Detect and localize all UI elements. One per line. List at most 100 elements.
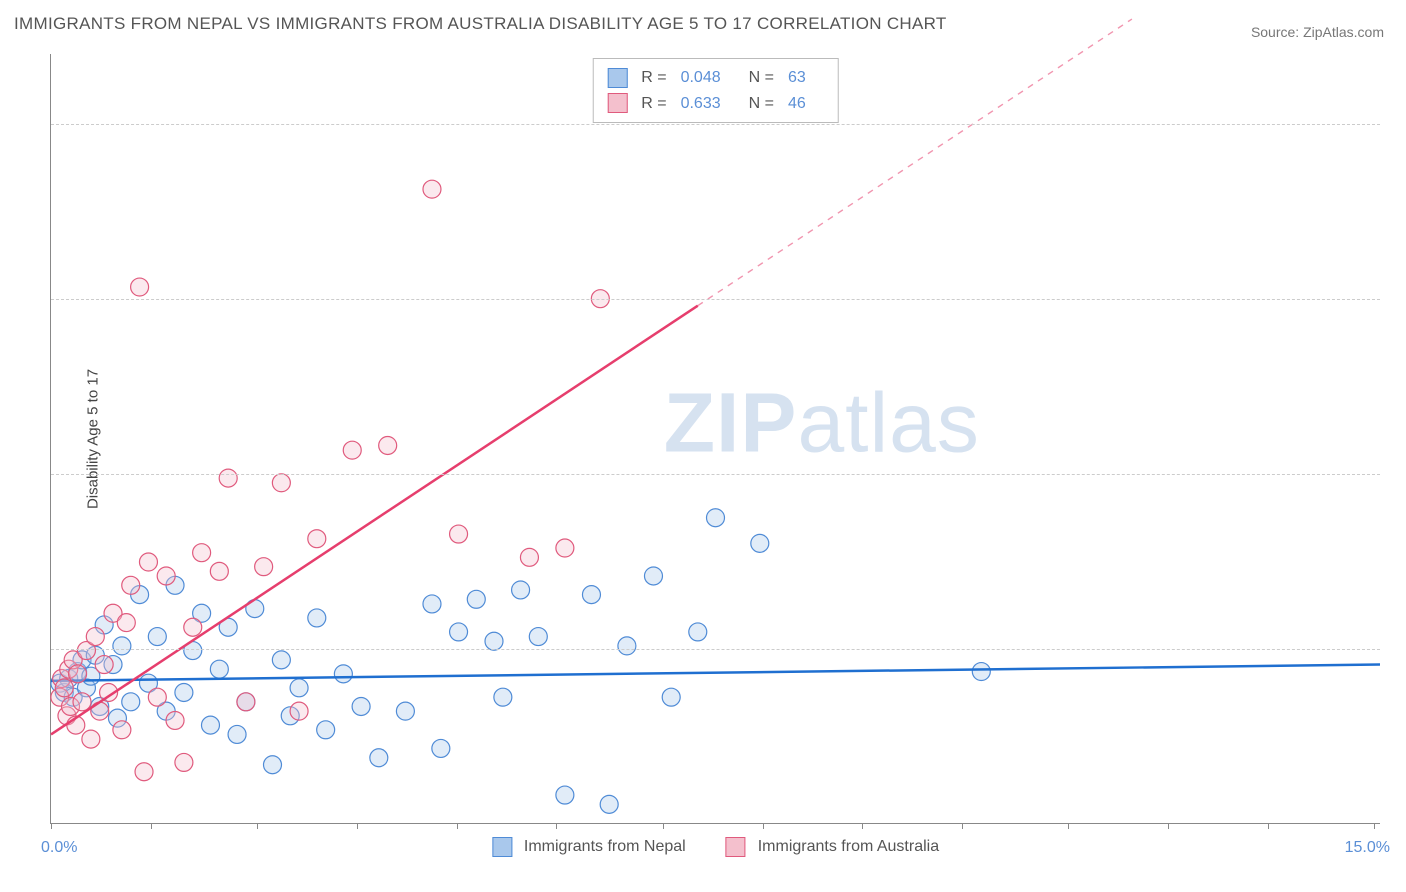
data-point-australia bbox=[131, 278, 149, 296]
legend-item-nepal: Immigrants from Nepal bbox=[492, 837, 686, 857]
data-point-nepal bbox=[113, 637, 131, 655]
x-tick bbox=[257, 823, 258, 829]
data-point-nepal bbox=[396, 702, 414, 720]
data-point-nepal bbox=[485, 632, 503, 650]
swatch-nepal-bottom bbox=[492, 837, 512, 857]
x-min-label: 0.0% bbox=[41, 839, 77, 857]
r-label: R = bbox=[641, 65, 666, 91]
data-point-australia bbox=[166, 711, 184, 729]
data-point-australia bbox=[308, 530, 326, 548]
n-value-nepal: 63 bbox=[788, 65, 806, 91]
data-point-nepal bbox=[707, 509, 725, 527]
data-point-australia bbox=[255, 558, 273, 576]
x-tick bbox=[556, 823, 557, 829]
r-value-australia: 0.633 bbox=[681, 91, 721, 117]
chart-svg bbox=[51, 54, 1380, 823]
data-point-nepal bbox=[600, 795, 618, 813]
trendline-nepal bbox=[51, 665, 1380, 681]
n-label: N = bbox=[749, 91, 774, 117]
data-point-australia bbox=[423, 180, 441, 198]
data-point-australia bbox=[86, 628, 104, 646]
gridline-h bbox=[51, 649, 1380, 650]
y-tick-label: 15.0% bbox=[1392, 465, 1406, 483]
data-point-nepal bbox=[148, 628, 166, 646]
data-point-nepal bbox=[423, 595, 441, 613]
data-point-australia bbox=[272, 474, 290, 492]
data-point-australia bbox=[450, 525, 468, 543]
x-tick bbox=[457, 823, 458, 829]
legend-label-australia: Immigrants from Australia bbox=[758, 838, 939, 856]
data-point-nepal bbox=[662, 688, 680, 706]
data-point-nepal bbox=[272, 651, 290, 669]
data-point-australia bbox=[135, 763, 153, 781]
chart-title: IMMIGRANTS FROM NEPAL VS IMMIGRANTS FROM… bbox=[14, 14, 947, 34]
x-tick bbox=[962, 823, 963, 829]
data-point-australia bbox=[55, 679, 73, 697]
y-tick-label: 22.5% bbox=[1392, 290, 1406, 308]
data-point-nepal bbox=[494, 688, 512, 706]
data-point-australia bbox=[343, 441, 361, 459]
y-tick-label: 7.5% bbox=[1392, 640, 1406, 658]
gridline-h bbox=[51, 474, 1380, 475]
data-point-nepal bbox=[751, 534, 769, 552]
data-point-nepal bbox=[175, 684, 193, 702]
data-point-nepal bbox=[264, 756, 282, 774]
stats-legend: R = 0.048 N = 63 R = 0.633 N = 46 bbox=[592, 58, 839, 123]
swatch-australia bbox=[607, 93, 627, 113]
data-point-nepal bbox=[334, 665, 352, 683]
x-tick bbox=[151, 823, 152, 829]
data-point-australia bbox=[193, 544, 211, 562]
data-point-australia bbox=[157, 567, 175, 585]
x-max-label: 15.0% bbox=[1345, 839, 1390, 857]
x-tick bbox=[1374, 823, 1375, 829]
data-point-nepal bbox=[228, 725, 246, 743]
x-tick bbox=[1268, 823, 1269, 829]
data-point-australia bbox=[210, 562, 228, 580]
x-tick bbox=[763, 823, 764, 829]
x-tick bbox=[357, 823, 358, 829]
gridline-h bbox=[51, 299, 1380, 300]
n-label: N = bbox=[749, 65, 774, 91]
data-point-australia bbox=[113, 721, 131, 739]
data-point-australia bbox=[175, 753, 193, 771]
gridline-h bbox=[51, 124, 1380, 125]
trendline-australia bbox=[51, 306, 698, 735]
data-point-nepal bbox=[467, 590, 485, 608]
data-point-nepal bbox=[370, 749, 388, 767]
data-point-australia bbox=[290, 702, 308, 720]
n-value-australia: 46 bbox=[788, 91, 806, 117]
data-point-nepal bbox=[512, 581, 530, 599]
data-point-nepal bbox=[529, 628, 547, 646]
data-point-nepal bbox=[122, 693, 140, 711]
y-tick-label: 30.0% bbox=[1392, 115, 1406, 133]
data-point-australia bbox=[117, 614, 135, 632]
x-tick bbox=[1168, 823, 1169, 829]
data-point-nepal bbox=[290, 679, 308, 697]
data-point-australia bbox=[237, 693, 255, 711]
data-point-australia bbox=[82, 730, 100, 748]
bottom-legend: Immigrants from Nepal Immigrants from Au… bbox=[492, 837, 939, 857]
data-point-nepal bbox=[352, 697, 370, 715]
data-point-nepal bbox=[432, 739, 450, 757]
data-point-nepal bbox=[644, 567, 662, 585]
legend-label-nepal: Immigrants from Nepal bbox=[524, 838, 686, 856]
x-tick bbox=[1068, 823, 1069, 829]
data-point-australia bbox=[184, 618, 202, 636]
x-tick bbox=[663, 823, 664, 829]
data-point-australia bbox=[219, 469, 237, 487]
data-point-australia bbox=[520, 548, 538, 566]
data-point-nepal bbox=[210, 660, 228, 678]
x-tick bbox=[51, 823, 52, 829]
x-tick bbox=[862, 823, 863, 829]
data-point-australia bbox=[73, 693, 91, 711]
data-point-australia bbox=[69, 665, 87, 683]
stats-row-nepal: R = 0.048 N = 63 bbox=[607, 65, 824, 91]
data-point-nepal bbox=[582, 586, 600, 604]
plot-area: Disability Age 5 to 17 ZIPatlas R = 0.04… bbox=[50, 54, 1380, 824]
r-value-nepal: 0.048 bbox=[681, 65, 721, 91]
legend-item-australia: Immigrants from Australia bbox=[726, 837, 939, 857]
data-point-australia bbox=[122, 576, 140, 594]
data-point-nepal bbox=[201, 716, 219, 734]
source-label: Source: ZipAtlas.com bbox=[1251, 24, 1384, 40]
data-point-nepal bbox=[972, 663, 990, 681]
